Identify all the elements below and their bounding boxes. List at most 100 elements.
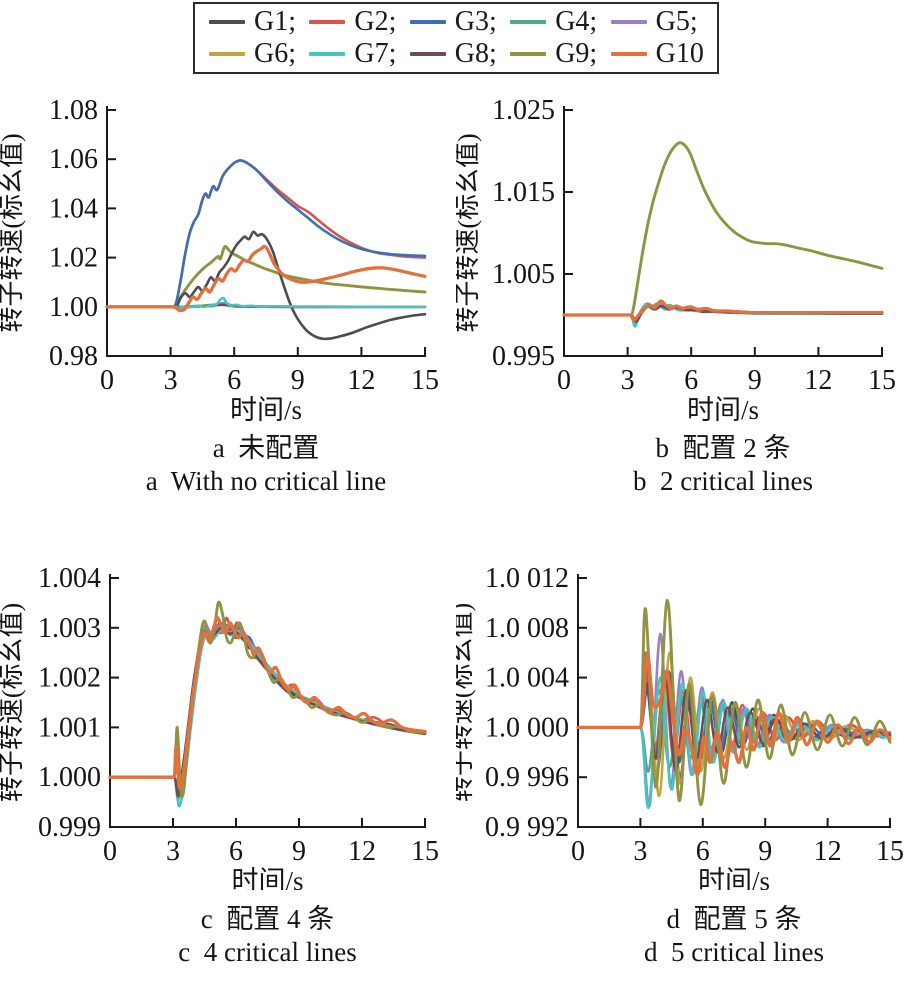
series-g4-line bbox=[108, 626, 427, 801]
subplot-b-captions: b 配置 2 条 b 2 critical lines bbox=[564, 432, 882, 498]
legend-item-g2: G2; bbox=[309, 7, 409, 37]
y-tick-label: 1.003 bbox=[38, 613, 101, 644]
subplot-b-caption-en: b 2 critical lines bbox=[633, 466, 813, 496]
legend-swatch-g6 bbox=[209, 52, 245, 56]
subplot-a-caption-en: a With no critical line bbox=[145, 466, 387, 496]
series-g1-line bbox=[105, 230, 427, 341]
y-tick-label: 1.005 bbox=[492, 259, 555, 290]
x-tick-label: 9 bbox=[748, 365, 762, 396]
x-tick-label: 0 bbox=[100, 365, 114, 396]
legend-swatch-g3 bbox=[409, 20, 446, 24]
subplot-a-chart: 0 3 6 9 12 15 0.98 1.00 1.02 1.04 1.06 1.08 时间/s 转子转速… bbox=[0, 95, 439, 425]
x-tick-label: 0 bbox=[103, 836, 117, 867]
x-tick-label: 0 bbox=[557, 365, 571, 396]
y-tick-label: 1.0 008 bbox=[485, 613, 569, 644]
y-tick-label: 1.002 bbox=[38, 663, 101, 694]
y-axis-label: 转子转速(标幺值) bbox=[0, 133, 26, 332]
subplot-b-caption-cn: b 配置 2 条 bbox=[655, 433, 791, 463]
legend-item-g4: G4; bbox=[510, 7, 610, 37]
y-tick-label: 1.001 bbox=[38, 712, 101, 743]
subplot-c-captions: c 配置 4 条 c 4 critical lines bbox=[110, 903, 425, 969]
legend-label-g1: G1; bbox=[254, 6, 296, 37]
legend-label-g10: G10 bbox=[655, 38, 704, 69]
subplot-c-caption-en: c 4 critical lines bbox=[178, 937, 357, 967]
x-tick-label: 9 bbox=[291, 365, 305, 396]
x-tick-label: 6 bbox=[229, 836, 243, 867]
subplot-b: 0 3 6 9 12 15 0.995 1.005 1.015 1.025 时间/s 转子转速(标幺值… bbox=[456, 85, 911, 505]
x-tick-label: 12 bbox=[348, 836, 376, 867]
subplot-d-captions: d 配置 5 条 d 5 critical lines bbox=[578, 903, 890, 969]
x-tick-label: 3 bbox=[633, 836, 647, 867]
y-tick-label: 0.999 bbox=[38, 812, 101, 843]
series-g9-line bbox=[562, 141, 884, 317]
x-tick-label: 6 bbox=[696, 836, 710, 867]
legend-item-g8: G8; bbox=[409, 39, 510, 69]
y-axis-label: 转子转速(标幺值) bbox=[456, 133, 482, 332]
legend-item-g3: G3; bbox=[409, 6, 510, 37]
series-g8-line bbox=[576, 676, 892, 773]
y-tick-label: 1.00 bbox=[49, 292, 98, 323]
x-tick-label: 15 bbox=[868, 365, 896, 396]
legend-item-g7: G7; bbox=[309, 39, 409, 69]
legend-label-g4: G4; bbox=[555, 6, 598, 37]
x-tick-label: 3 bbox=[166, 836, 180, 867]
y-axis-label: 转子转速(标幺值) bbox=[0, 603, 26, 802]
subplot-c: 0 3 6 9 12 15 0.999 1.000 1.001 1.002 1.003 1.004 时间… bbox=[0, 550, 455, 995]
y-tick-label: 1.08 bbox=[49, 95, 98, 126]
series-group bbox=[576, 598, 892, 809]
legend-item-g9: G9; bbox=[510, 39, 610, 69]
x-tick-label: 0 bbox=[571, 836, 585, 867]
series-g7-line bbox=[108, 626, 427, 808]
legend-label-g6: G6; bbox=[254, 38, 296, 69]
x-tick-label: 15 bbox=[876, 836, 904, 867]
y-tick-label: 1.02 bbox=[49, 243, 98, 274]
x-tick-label: 15 bbox=[411, 365, 439, 396]
x-tick-label: 9 bbox=[292, 836, 306, 867]
subplot-b-chart: 0 3 6 9 12 15 0.995 1.005 1.015 1.025 时间/s 转子转速(标幺值… bbox=[456, 95, 896, 425]
subplot-a: 0 3 6 9 12 15 0.98 1.00 1.02 1.04 1.06 1.08 时间/s 转子转速… bbox=[0, 85, 455, 505]
legend-label-g2: G2; bbox=[354, 6, 397, 37]
y-tick-label: 1.06 bbox=[49, 144, 98, 175]
legend-swatch-g8 bbox=[409, 52, 446, 56]
series-g8-line bbox=[108, 625, 427, 798]
legend-item-g6: G6; bbox=[209, 39, 309, 69]
x-tick-label: 3 bbox=[164, 365, 178, 396]
series-g7-line bbox=[105, 296, 427, 310]
y-tick-label: 1.0 012 bbox=[485, 563, 569, 594]
legend-swatch-g5 bbox=[610, 20, 647, 24]
series-group bbox=[105, 159, 427, 341]
y-tick-label: 1.025 bbox=[492, 95, 555, 126]
subplot-d: 0 3 6 9 12 15 0.9 992 0.9 996 1.0 000 1.0 004 1.0 … bbox=[456, 550, 911, 995]
y-tick-label: 1.04 bbox=[49, 193, 98, 224]
legend-swatch-g4 bbox=[510, 20, 547, 24]
series-g10-line bbox=[105, 244, 427, 313]
series-g2-line bbox=[108, 616, 427, 797]
series-group bbox=[562, 141, 884, 328]
series-g5-line bbox=[108, 623, 427, 799]
x-axis-label: 时间/s bbox=[231, 866, 303, 890]
series-group bbox=[108, 600, 427, 808]
y-tick-label: 0.995 bbox=[492, 341, 555, 372]
legend-swatch-g1 bbox=[209, 20, 245, 24]
legend-swatch-g9 bbox=[510, 52, 547, 56]
y-tick-label: 1.004 bbox=[38, 563, 101, 594]
x-axis-label: 时间/s bbox=[698, 866, 770, 890]
legend-swatch-g10 bbox=[610, 52, 647, 56]
x-tick-label: 9 bbox=[758, 836, 772, 867]
y-axis-label: 转子转速(标幺值) bbox=[456, 603, 476, 802]
series-g2-line bbox=[105, 159, 427, 309]
series-g9-line bbox=[105, 245, 427, 309]
y-tick-label: 0.9 996 bbox=[485, 762, 569, 793]
series-g10-line bbox=[108, 616, 427, 790]
series-g9-line bbox=[108, 600, 427, 798]
legend-item-g10: G10 bbox=[610, 38, 711, 69]
legend-label-g3: G3; bbox=[454, 6, 497, 37]
x-tick-label: 12 bbox=[814, 836, 842, 867]
series-g6-line bbox=[108, 623, 427, 800]
legend-swatch-g7 bbox=[309, 52, 346, 56]
x-tick-label: 6 bbox=[227, 365, 241, 396]
series-g3-line bbox=[105, 159, 427, 309]
subplot-a-caption-cn: a 未配置 bbox=[212, 433, 320, 463]
y-tick-label: 0.9 992 bbox=[485, 812, 569, 843]
